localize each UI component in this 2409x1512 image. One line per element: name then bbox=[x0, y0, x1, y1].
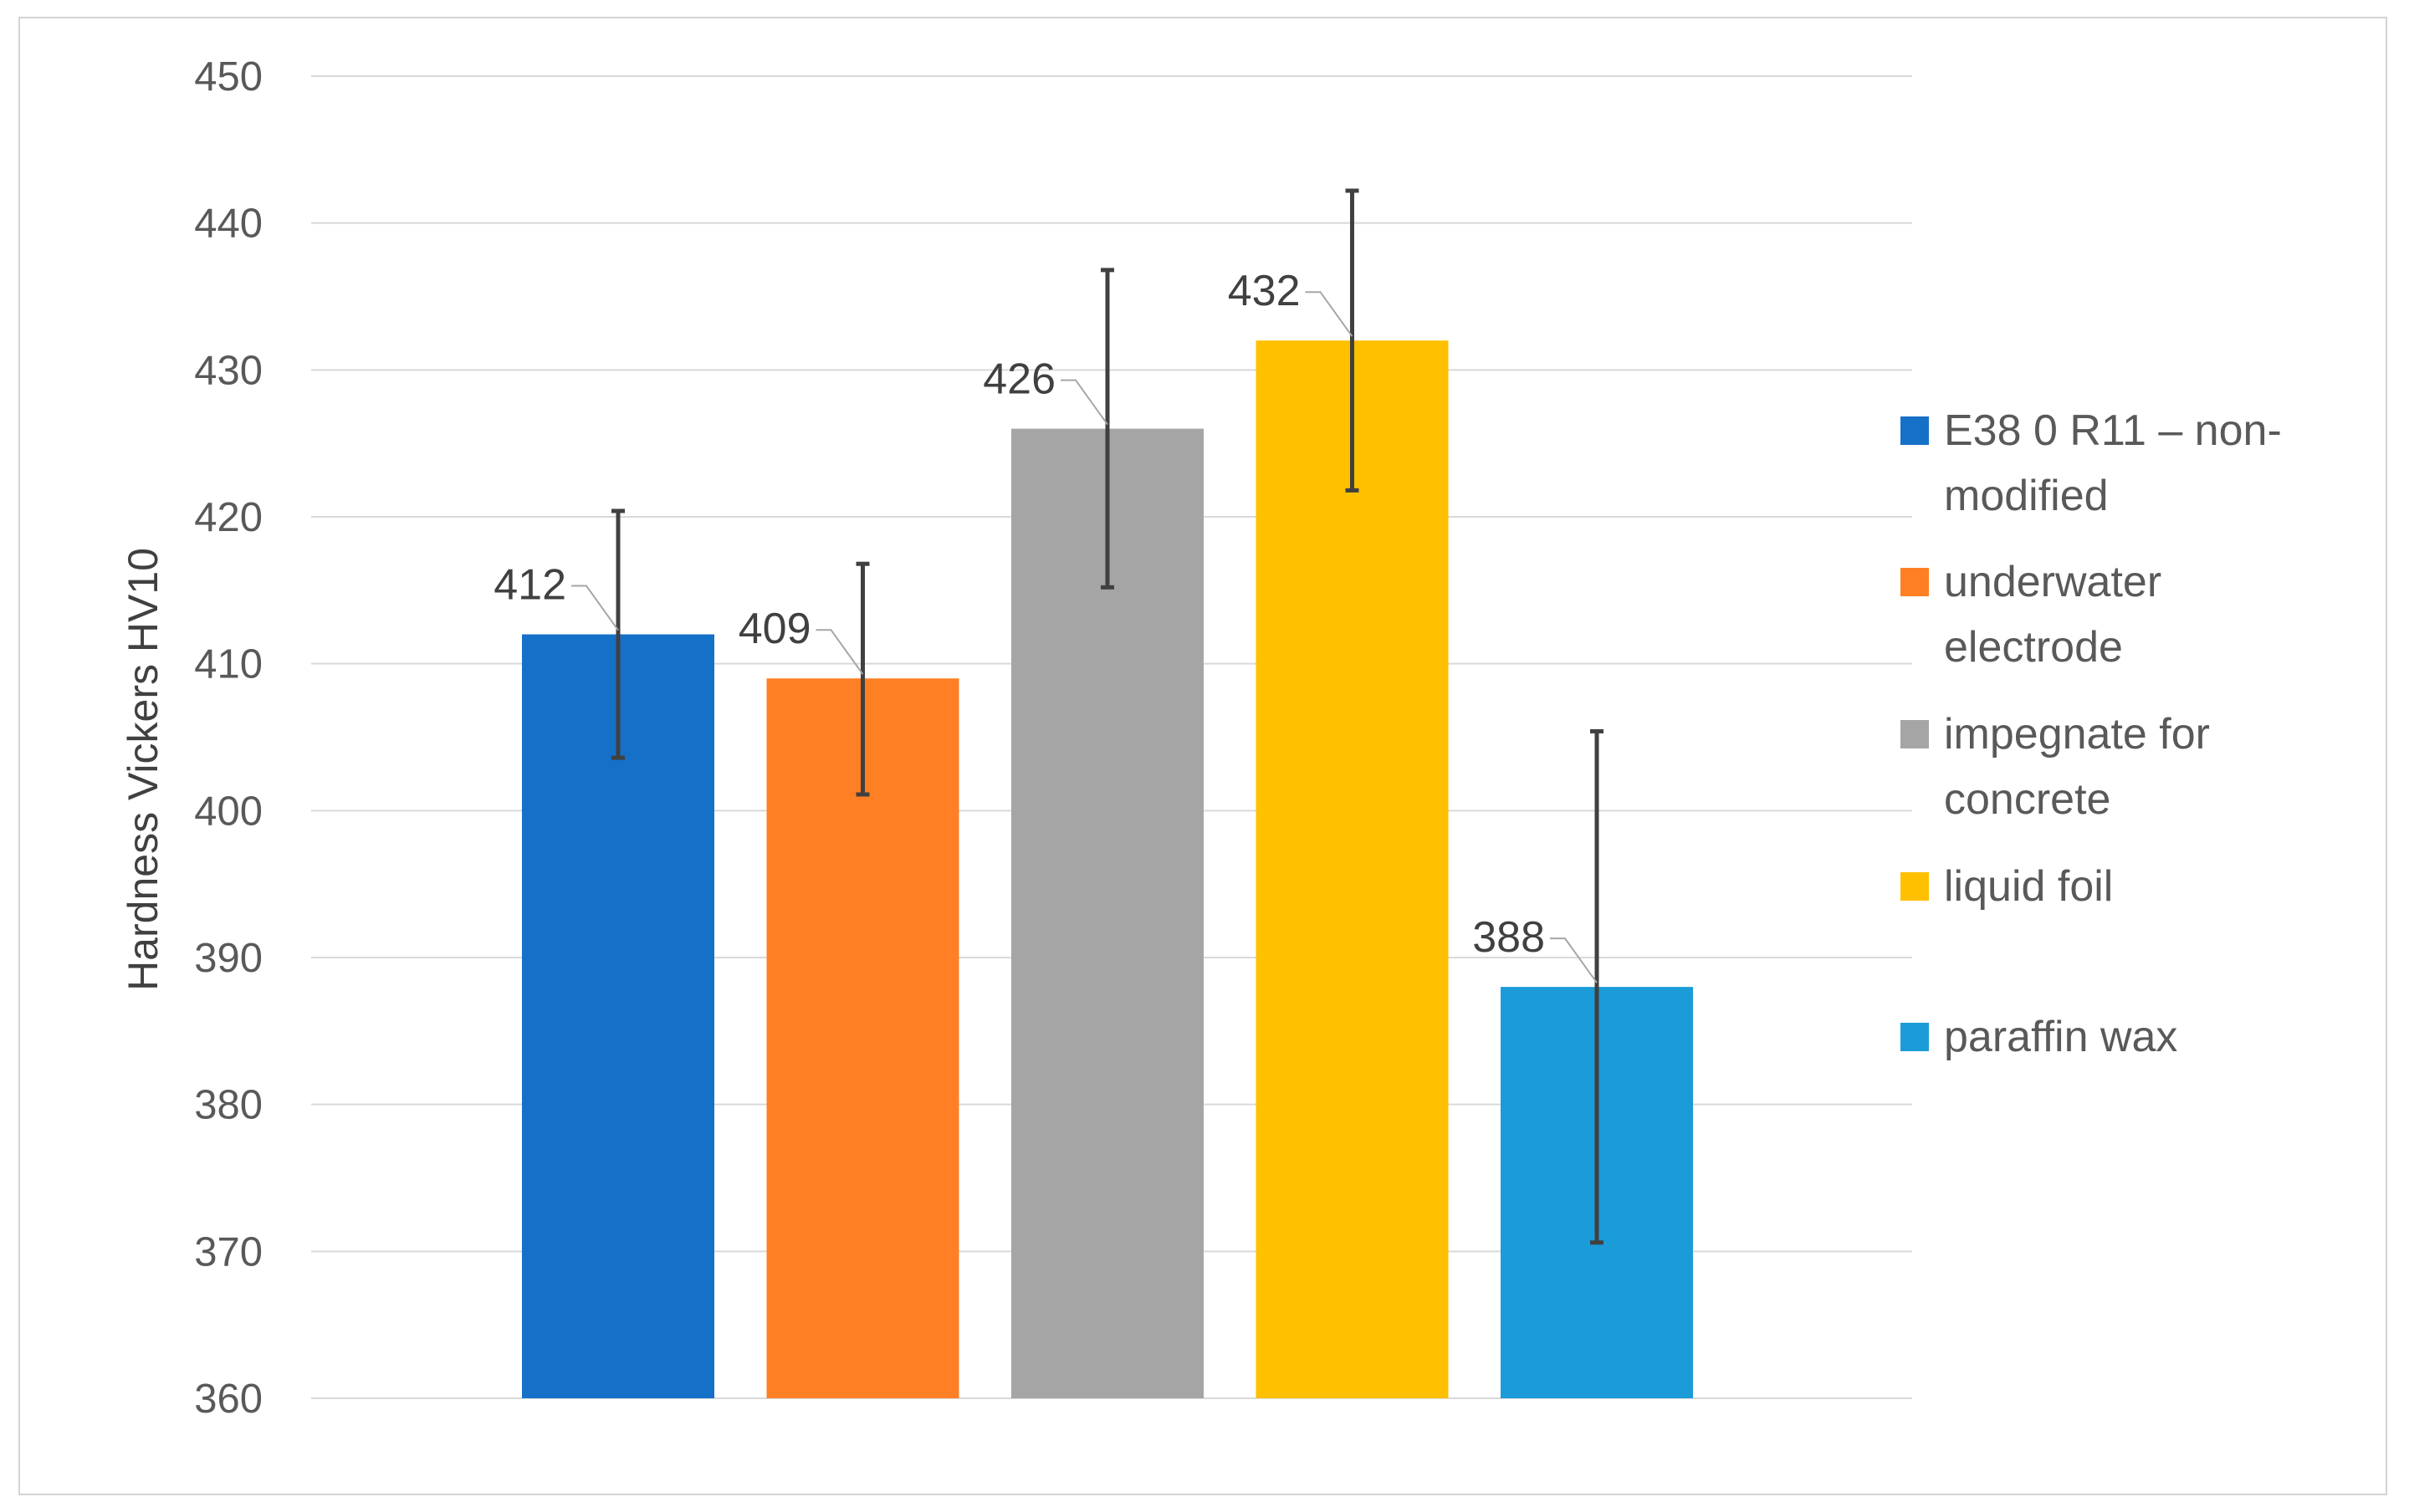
legend-label: modified bbox=[1944, 472, 2109, 520]
y-tick-label: 390 bbox=[194, 936, 263, 981]
data-label-leader bbox=[1061, 379, 1108, 426]
legend-label: paraffin wax bbox=[1944, 1013, 2177, 1061]
y-tick-label: 360 bbox=[194, 1377, 263, 1422]
y-tick-label: 400 bbox=[194, 789, 263, 834]
data-label: 426 bbox=[983, 355, 1056, 404]
bars bbox=[522, 340, 1693, 1399]
y-tick-label: 420 bbox=[194, 495, 263, 540]
y-tick-label: 370 bbox=[194, 1229, 263, 1274]
legend-label: impegnate for bbox=[1944, 710, 2210, 759]
legend-item: E38 0 R11 – non-modified bbox=[1900, 406, 2282, 520]
legend-label: E38 0 R11 – non- bbox=[1944, 406, 2282, 455]
y-tick-label: 430 bbox=[194, 348, 263, 393]
legend-label: concrete bbox=[1944, 775, 2110, 824]
y-tick-label: 380 bbox=[194, 1083, 263, 1128]
data-label: 388 bbox=[1472, 913, 1545, 962]
legend-item: impegnate for concrete bbox=[1900, 710, 2210, 824]
legend-item: liquid foil bbox=[1900, 862, 2113, 911]
legend-swatch bbox=[1900, 568, 1929, 596]
data-labels: 412 409 426 432 388 bbox=[494, 267, 1598, 983]
y-tick-label: 450 bbox=[194, 54, 263, 100]
legend-label: underwater bbox=[1944, 558, 2161, 606]
data-label-leader bbox=[1550, 937, 1598, 983]
legend: E38 0 R11 – non-modified underwater electr… bbox=[1900, 406, 2282, 1061]
y-tick-label: 440 bbox=[194, 202, 263, 247]
legend-label: liquid foil bbox=[1944, 862, 2113, 911]
bar bbox=[1011, 428, 1204, 1398]
bar bbox=[1256, 340, 1449, 1399]
error-bars bbox=[611, 188, 1603, 1245]
legend-swatch bbox=[1900, 872, 1929, 901]
chart-frame: 360 370 380 390 400 410 420 430 440 450 Hardness … bbox=[18, 17, 2387, 1495]
data-label: 432 bbox=[1228, 267, 1301, 315]
bar-chart: 360 370 380 390 400 410 420 430 440 450 Hardness … bbox=[120, 54, 2282, 1422]
data-label-leader bbox=[816, 629, 864, 675]
data-label: 412 bbox=[494, 561, 566, 610]
legend-swatch bbox=[1900, 416, 1929, 445]
legend-item: paraffin wax bbox=[1900, 1013, 2177, 1061]
data-label-leader bbox=[571, 585, 619, 631]
bar bbox=[522, 634, 714, 1398]
legend-swatch bbox=[1900, 720, 1929, 748]
data-label: 409 bbox=[739, 605, 811, 653]
legend-item: underwater electrode bbox=[1900, 558, 2161, 672]
y-axis-title: Hardness Vickers HV10 bbox=[120, 548, 166, 991]
y-axis-ticks: 360 370 380 390 400 410 420 430 440 450 bbox=[194, 54, 263, 1422]
legend-swatch bbox=[1900, 1023, 1929, 1051]
bar bbox=[766, 678, 959, 1398]
legend-label: electrode bbox=[1944, 623, 2123, 672]
y-tick-label: 410 bbox=[194, 642, 263, 687]
data-label-leader bbox=[1305, 291, 1353, 337]
